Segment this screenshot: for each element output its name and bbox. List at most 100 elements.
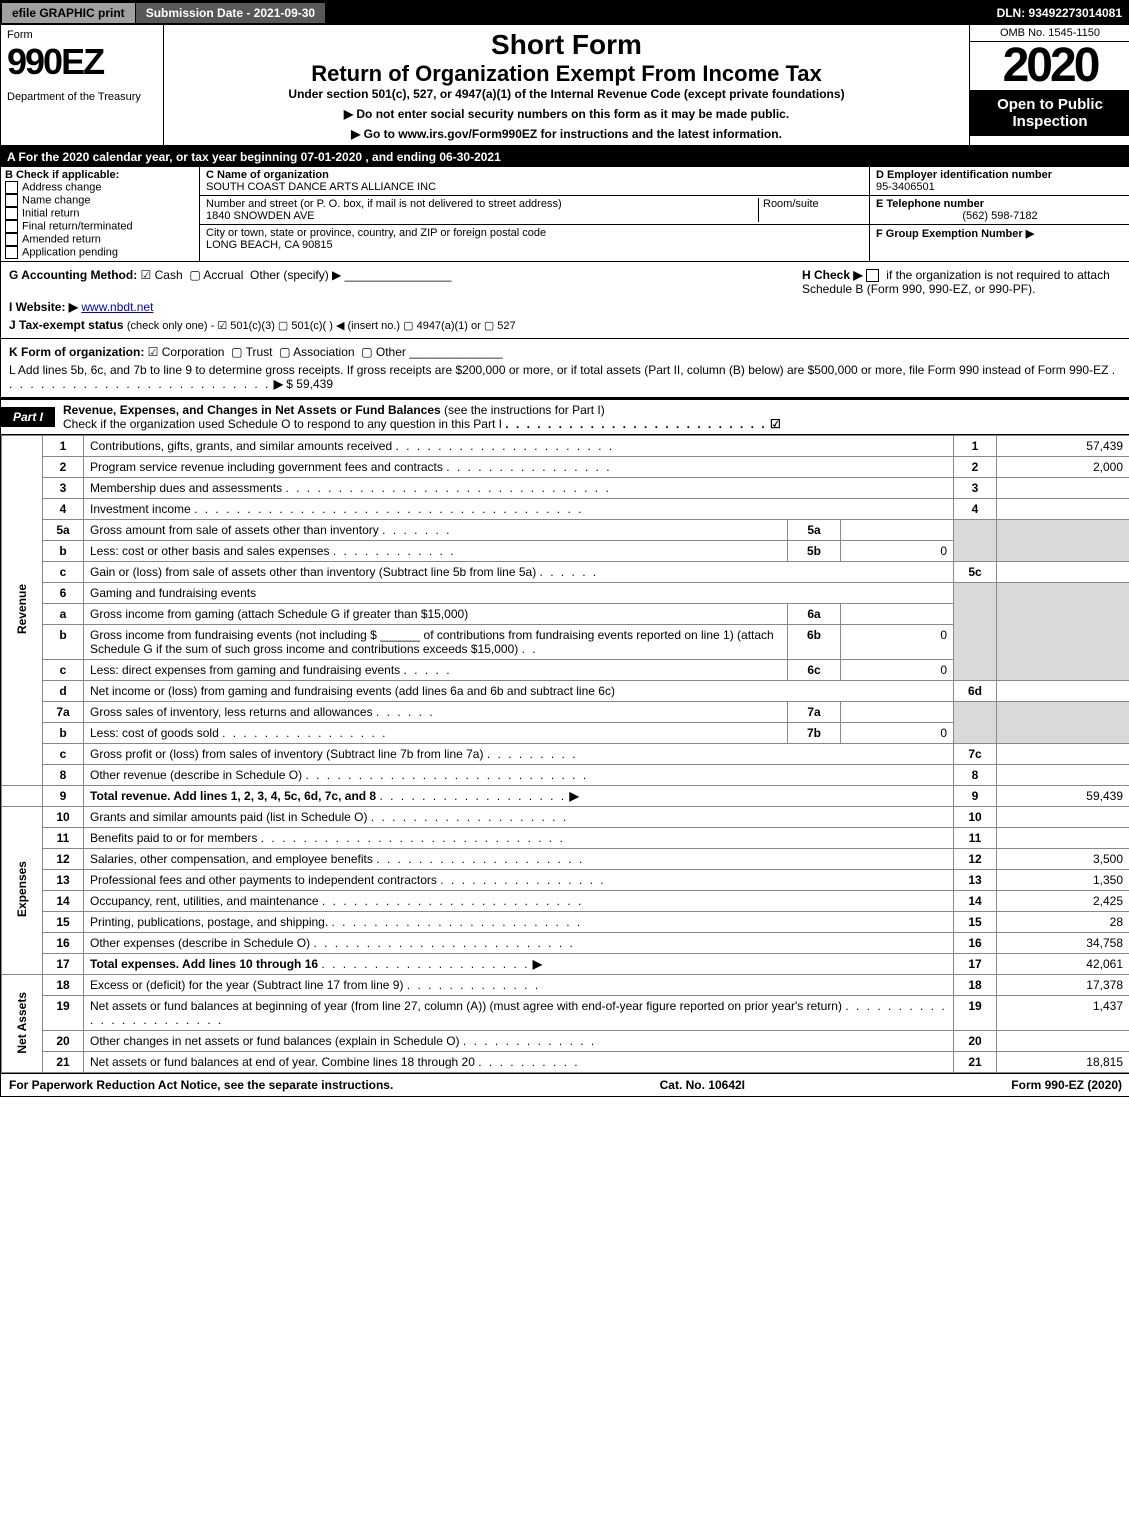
line-amount: 42,061	[997, 954, 1129, 975]
sub-num: 7a	[788, 702, 841, 723]
catalog-number: Cat. No. 10642I	[660, 1078, 745, 1092]
line-num: 15	[43, 912, 84, 933]
line-nbox: 4	[954, 499, 997, 520]
line-amount: 1,437	[997, 996, 1129, 1031]
line-dots: . . . . . . . . . . . . . . . .	[440, 873, 605, 887]
line-amount	[997, 765, 1129, 786]
line-dots: . . . . . . . . .	[487, 747, 578, 761]
open-public-inspection: Open to Public Inspection	[970, 90, 1129, 136]
sub-num: 6c	[788, 660, 841, 681]
b-name-change: Name change	[22, 194, 91, 206]
c-name-label: C Name of organization	[206, 169, 863, 181]
line-num: 6	[43, 583, 84, 604]
line-num: c	[43, 660, 84, 681]
line-text: Occupancy, rent, utilities, and maintena…	[90, 894, 319, 908]
line-text: Gross sales of inventory, less returns a…	[90, 705, 373, 719]
line-num: 8	[43, 765, 84, 786]
line-dots: . . . . . . . . . . . . . . . . . . . . …	[285, 481, 610, 495]
line-num: 7a	[43, 702, 84, 723]
d-ein-label: D Employer identification number	[876, 169, 1124, 181]
line-amount	[997, 562, 1129, 583]
checkbox-address-change[interactable]	[5, 181, 18, 194]
line-amount: 18,815	[997, 1052, 1129, 1073]
irs-link[interactable]: ▶ Go to www.irs.gov/Form990EZ for instru…	[172, 127, 961, 141]
sub-num: 7b	[788, 723, 841, 744]
checkbox-initial-return[interactable]	[5, 207, 18, 220]
line-num: 14	[43, 891, 84, 912]
line-text: Program service revenue including govern…	[90, 460, 443, 474]
line-num: 12	[43, 849, 84, 870]
line-amount: 28	[997, 912, 1129, 933]
line-dots: . . . . . . . . . . . .	[333, 544, 456, 558]
line-text: Other revenue (describe in Schedule O)	[90, 768, 302, 782]
line-dots: . . . . . . . . . . . . . . . .	[446, 460, 611, 474]
checkbox-final-return[interactable]	[5, 220, 18, 233]
b-initial-return: Initial return	[22, 207, 79, 219]
k-label: K Form of organization:	[9, 345, 144, 359]
line-num: b	[43, 625, 84, 660]
b-header: B Check if applicable:	[5, 169, 195, 181]
info-block: B Check if applicable: Address change Na…	[1, 167, 1129, 262]
line-dots: . . . . . . . . . . . . .	[463, 1034, 596, 1048]
part-1-checkbox[interactable]: ☑	[770, 417, 781, 431]
form-header: Form 990EZ Department of the Treasury Sh…	[1, 25, 1129, 147]
f-group-exemption: F Group Exemption Number ▶	[876, 227, 1124, 240]
expenses-vlabel: Expenses	[15, 861, 29, 917]
line-text: Net assets or fund balances at end of ye…	[90, 1055, 475, 1069]
line-text: Net income or (loss) from gaming and fun…	[84, 681, 954, 702]
l-text: L Add lines 5b, 6c, and 7b to line 9 to …	[9, 363, 1108, 377]
line-text: Benefits paid to or for members	[90, 831, 257, 845]
revenue-vlabel: Revenue	[15, 584, 29, 634]
return-title: Return of Organization Exempt From Incom…	[172, 61, 961, 87]
line-nbox: 20	[954, 1031, 997, 1052]
line-dots: . . . . . . . . . .	[478, 1055, 579, 1069]
line-num: c	[43, 744, 84, 765]
checkbox-application-pending[interactable]	[5, 246, 18, 259]
line-text: Other expenses (describe in Schedule O)	[90, 936, 310, 950]
line-nbox: 5c	[954, 562, 997, 583]
line-dots: . . . . . . . . . . . . . . . . . . . .	[321, 957, 529, 971]
line-num: 4	[43, 499, 84, 520]
j-text: (check only one) - ☑ 501(c)(3) ▢ 501(c)(…	[127, 320, 516, 332]
website-link[interactable]: www.nbdt.net	[81, 300, 153, 314]
h-label: H Check ▶	[802, 268, 863, 282]
part-1-check: Check if the organization used Schedule …	[63, 417, 502, 431]
part-1-title: Revenue, Expenses, and Changes in Net As…	[63, 403, 441, 417]
line-dots: . . . . . . . . . . . . .	[407, 978, 540, 992]
revenue-table: Revenue 1 Contributions, gifts, grants, …	[1, 435, 1129, 1073]
form-ref: Form 990-EZ (2020)	[1011, 1078, 1122, 1092]
form-number: 990EZ	[7, 41, 157, 83]
line-amount: 57,439	[997, 436, 1129, 457]
line-dots: . . . . .	[404, 663, 452, 677]
sub-num: 6b	[788, 625, 841, 660]
line-nbox: 9	[954, 786, 997, 807]
line-text: Gross income from fundraising events (no…	[90, 628, 377, 642]
ein-value: 95-3406501	[876, 181, 1124, 193]
line-text: Gross amount from sale of assets other t…	[90, 523, 379, 537]
line-dots: . . . . . .	[540, 565, 599, 579]
line-text: Gross profit or (loss) from sales of inv…	[90, 747, 483, 761]
org-name: SOUTH COAST DANCE ARTS ALLIANCE INC	[206, 181, 863, 193]
efile-print-button[interactable]: efile GRAPHIC print	[1, 2, 136, 24]
line-nbox: 12	[954, 849, 997, 870]
checkbox-name-change[interactable]	[5, 194, 18, 207]
line-nbox: 10	[954, 807, 997, 828]
line-dots: . . . . . . . . . . . . . . . .	[222, 726, 387, 740]
line-amount: 3,500	[997, 849, 1129, 870]
room-suite-label: Room/suite	[758, 198, 863, 222]
line-nbox: 3	[954, 478, 997, 499]
misc-section: G Accounting Method: ☑ Cash ▢ Accrual Ot…	[1, 262, 1129, 339]
line-amount: 17,378	[997, 975, 1129, 996]
dept-treasury: Department of the Treasury	[7, 91, 157, 103]
sub-amount: 0	[841, 660, 954, 681]
checkbox-amended-return[interactable]	[5, 233, 18, 246]
line-text: Gain or (loss) from sale of assets other…	[90, 565, 536, 579]
checkbox-schedule-b[interactable]	[866, 269, 879, 282]
line-dots: . . . . . . . . . . . . . . . . . . . . …	[194, 502, 583, 516]
line-amount	[997, 681, 1129, 702]
line-nbox: 19	[954, 996, 997, 1031]
line-amount	[997, 807, 1129, 828]
line-amount: 2,425	[997, 891, 1129, 912]
part-1-note: (see the instructions for Part I)	[444, 403, 605, 417]
line-nbox: 7c	[954, 744, 997, 765]
